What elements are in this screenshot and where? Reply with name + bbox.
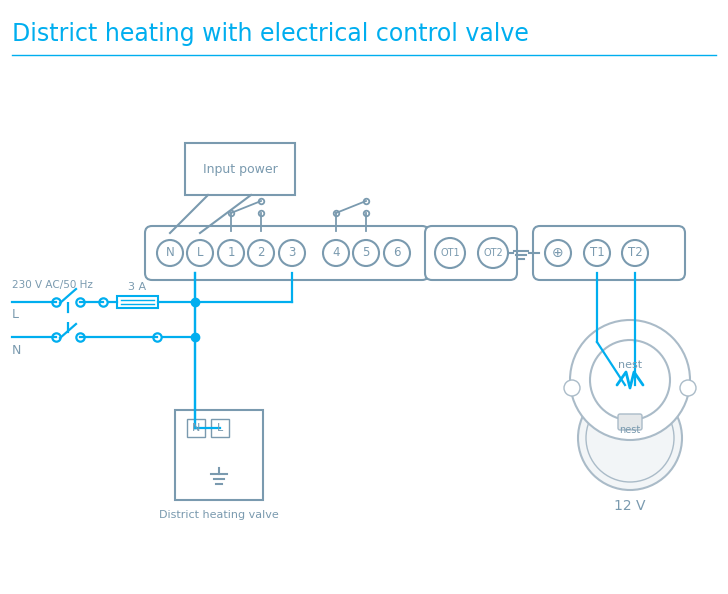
- Text: OT1: OT1: [440, 248, 460, 258]
- Text: T2: T2: [628, 247, 642, 260]
- Text: L: L: [197, 247, 203, 260]
- Circle shape: [248, 240, 274, 266]
- Circle shape: [478, 238, 508, 268]
- Text: N: N: [12, 343, 21, 356]
- Text: nest: nest: [620, 425, 641, 435]
- FancyBboxPatch shape: [533, 226, 685, 280]
- Circle shape: [590, 340, 670, 420]
- Text: N: N: [166, 247, 175, 260]
- Circle shape: [570, 320, 690, 440]
- Circle shape: [218, 240, 244, 266]
- Text: N: N: [191, 423, 200, 433]
- Circle shape: [187, 240, 213, 266]
- Text: 230 V AC/50 Hz: 230 V AC/50 Hz: [12, 280, 93, 290]
- FancyBboxPatch shape: [211, 419, 229, 437]
- Circle shape: [564, 380, 580, 396]
- FancyBboxPatch shape: [145, 226, 429, 280]
- Circle shape: [622, 240, 648, 266]
- Text: District heating valve: District heating valve: [159, 510, 279, 520]
- Text: 6: 6: [393, 247, 400, 260]
- Text: Input power: Input power: [202, 163, 277, 175]
- FancyBboxPatch shape: [187, 419, 205, 437]
- FancyBboxPatch shape: [175, 410, 263, 500]
- Text: 4: 4: [332, 247, 340, 260]
- Text: 3: 3: [288, 247, 296, 260]
- Circle shape: [435, 238, 465, 268]
- Text: L: L: [217, 423, 223, 433]
- Text: 5: 5: [363, 247, 370, 260]
- Circle shape: [680, 380, 696, 396]
- Circle shape: [586, 394, 674, 482]
- FancyBboxPatch shape: [618, 414, 642, 430]
- FancyBboxPatch shape: [425, 226, 517, 280]
- Circle shape: [323, 240, 349, 266]
- Text: 12 V: 12 V: [614, 499, 646, 513]
- Circle shape: [578, 386, 682, 490]
- Circle shape: [584, 240, 610, 266]
- Circle shape: [384, 240, 410, 266]
- FancyBboxPatch shape: [117, 296, 158, 308]
- Text: 2: 2: [257, 247, 265, 260]
- Circle shape: [545, 240, 571, 266]
- Text: nest: nest: [618, 360, 642, 370]
- Text: 3 A: 3 A: [128, 282, 146, 292]
- FancyBboxPatch shape: [185, 143, 295, 195]
- Circle shape: [353, 240, 379, 266]
- Text: District heating with electrical control valve: District heating with electrical control…: [12, 22, 529, 46]
- Text: L: L: [12, 308, 19, 321]
- Text: 1: 1: [227, 247, 234, 260]
- Circle shape: [157, 240, 183, 266]
- Text: T1: T1: [590, 247, 604, 260]
- Text: ⊕: ⊕: [552, 246, 563, 260]
- Text: OT2: OT2: [483, 248, 503, 258]
- Circle shape: [279, 240, 305, 266]
